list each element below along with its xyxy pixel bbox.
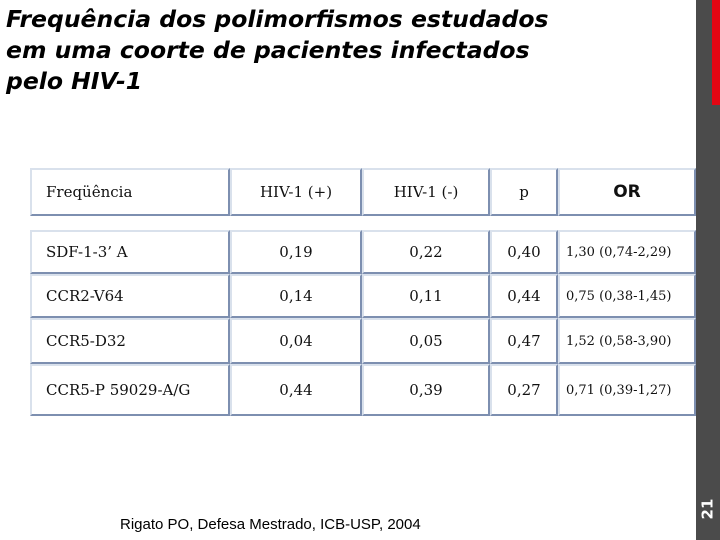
table-cell-hiv-positive: 0,44 [230, 364, 362, 416]
header-cell-hiv-negative: HIV-1 (-) [362, 168, 490, 216]
table-cell-polymorphism: SDF-1-3’ A [30, 230, 230, 274]
table-cell-or: 0,75 (0,38-1,45) [558, 274, 696, 318]
table-cell-hiv-negative: 0,39 [362, 364, 490, 416]
table-cell-hiv-positive: 0,19 [230, 230, 362, 274]
table-cell-hiv-negative: 0,05 [362, 318, 490, 364]
page-number: 21 [696, 495, 718, 523]
table-cell-polymorphism: CCR5-P 59029-A/G [30, 364, 230, 416]
table-cell-polymorphism: CCR2-V64 [30, 274, 230, 318]
table-cell-hiv-positive: 0,14 [230, 274, 362, 318]
header-cell-frequencia: Freqüência [30, 168, 230, 216]
table-cell-hiv-positive: 0,04 [230, 318, 362, 364]
table-cell-p: 0,40 [490, 230, 558, 274]
sidebar-accent-bar [712, 0, 720, 105]
table-cell-polymorphism: CCR5-D32 [30, 318, 230, 364]
table-cell-p: 0,44 [490, 274, 558, 318]
table-cell-p: 0,47 [490, 318, 558, 364]
header-cell-or: OR [558, 168, 696, 216]
table-cell-or: 1,52 (0,58-3,90) [558, 318, 696, 364]
table-cell-or: 0,71 (0,39-1,27) [558, 364, 696, 416]
source-citation: Rigato PO, Defesa Mestrado, ICB-USP, 200… [120, 516, 421, 533]
page-number-text: 21 [698, 498, 716, 520]
title-line-3: pelo HIV-1 [6, 67, 143, 95]
table-cell-or: 1,30 (0,74-2,29) [558, 230, 696, 274]
header-cell-p: p [490, 168, 558, 216]
title-line-2: em uma coorte de pacientes infectados [6, 36, 530, 64]
table-cell-p: 0,27 [490, 364, 558, 416]
slide-title: Frequência dos polimorfismos estudados e… [6, 4, 686, 97]
title-line-1: Frequência dos polimorfismos estudados [6, 5, 549, 33]
header-cell-hiv-positive: HIV-1 (+) [230, 168, 362, 216]
table-cell-hiv-negative: 0,22 [362, 230, 490, 274]
table-cell-hiv-negative: 0,11 [362, 274, 490, 318]
